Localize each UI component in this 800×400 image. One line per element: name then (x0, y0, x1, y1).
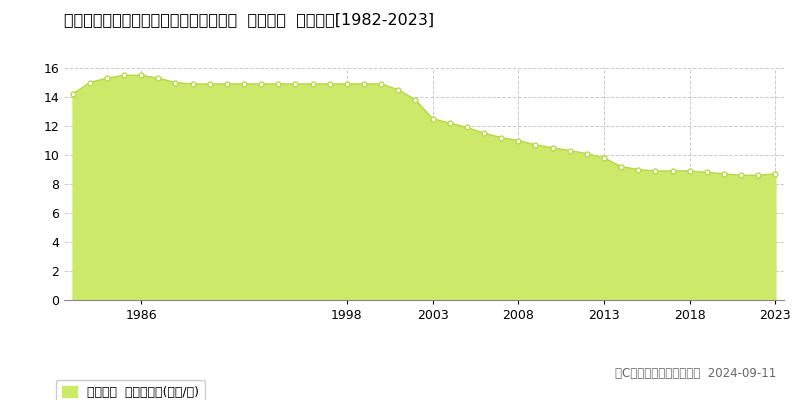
Text: 熊本県八代市千反町１丁目７号２２番外  地価公示  地価推移[1982-2023]: 熊本県八代市千反町１丁目７号２２番外 地価公示 地価推移[1982-2023] (64, 12, 434, 27)
Legend: 地価公示  平均坪単価(万円/坪): 地価公示 平均坪単価(万円/坪) (56, 380, 206, 400)
Text: （C）土地価格ドットコム  2024-09-11: （C）土地価格ドットコム 2024-09-11 (614, 367, 776, 380)
